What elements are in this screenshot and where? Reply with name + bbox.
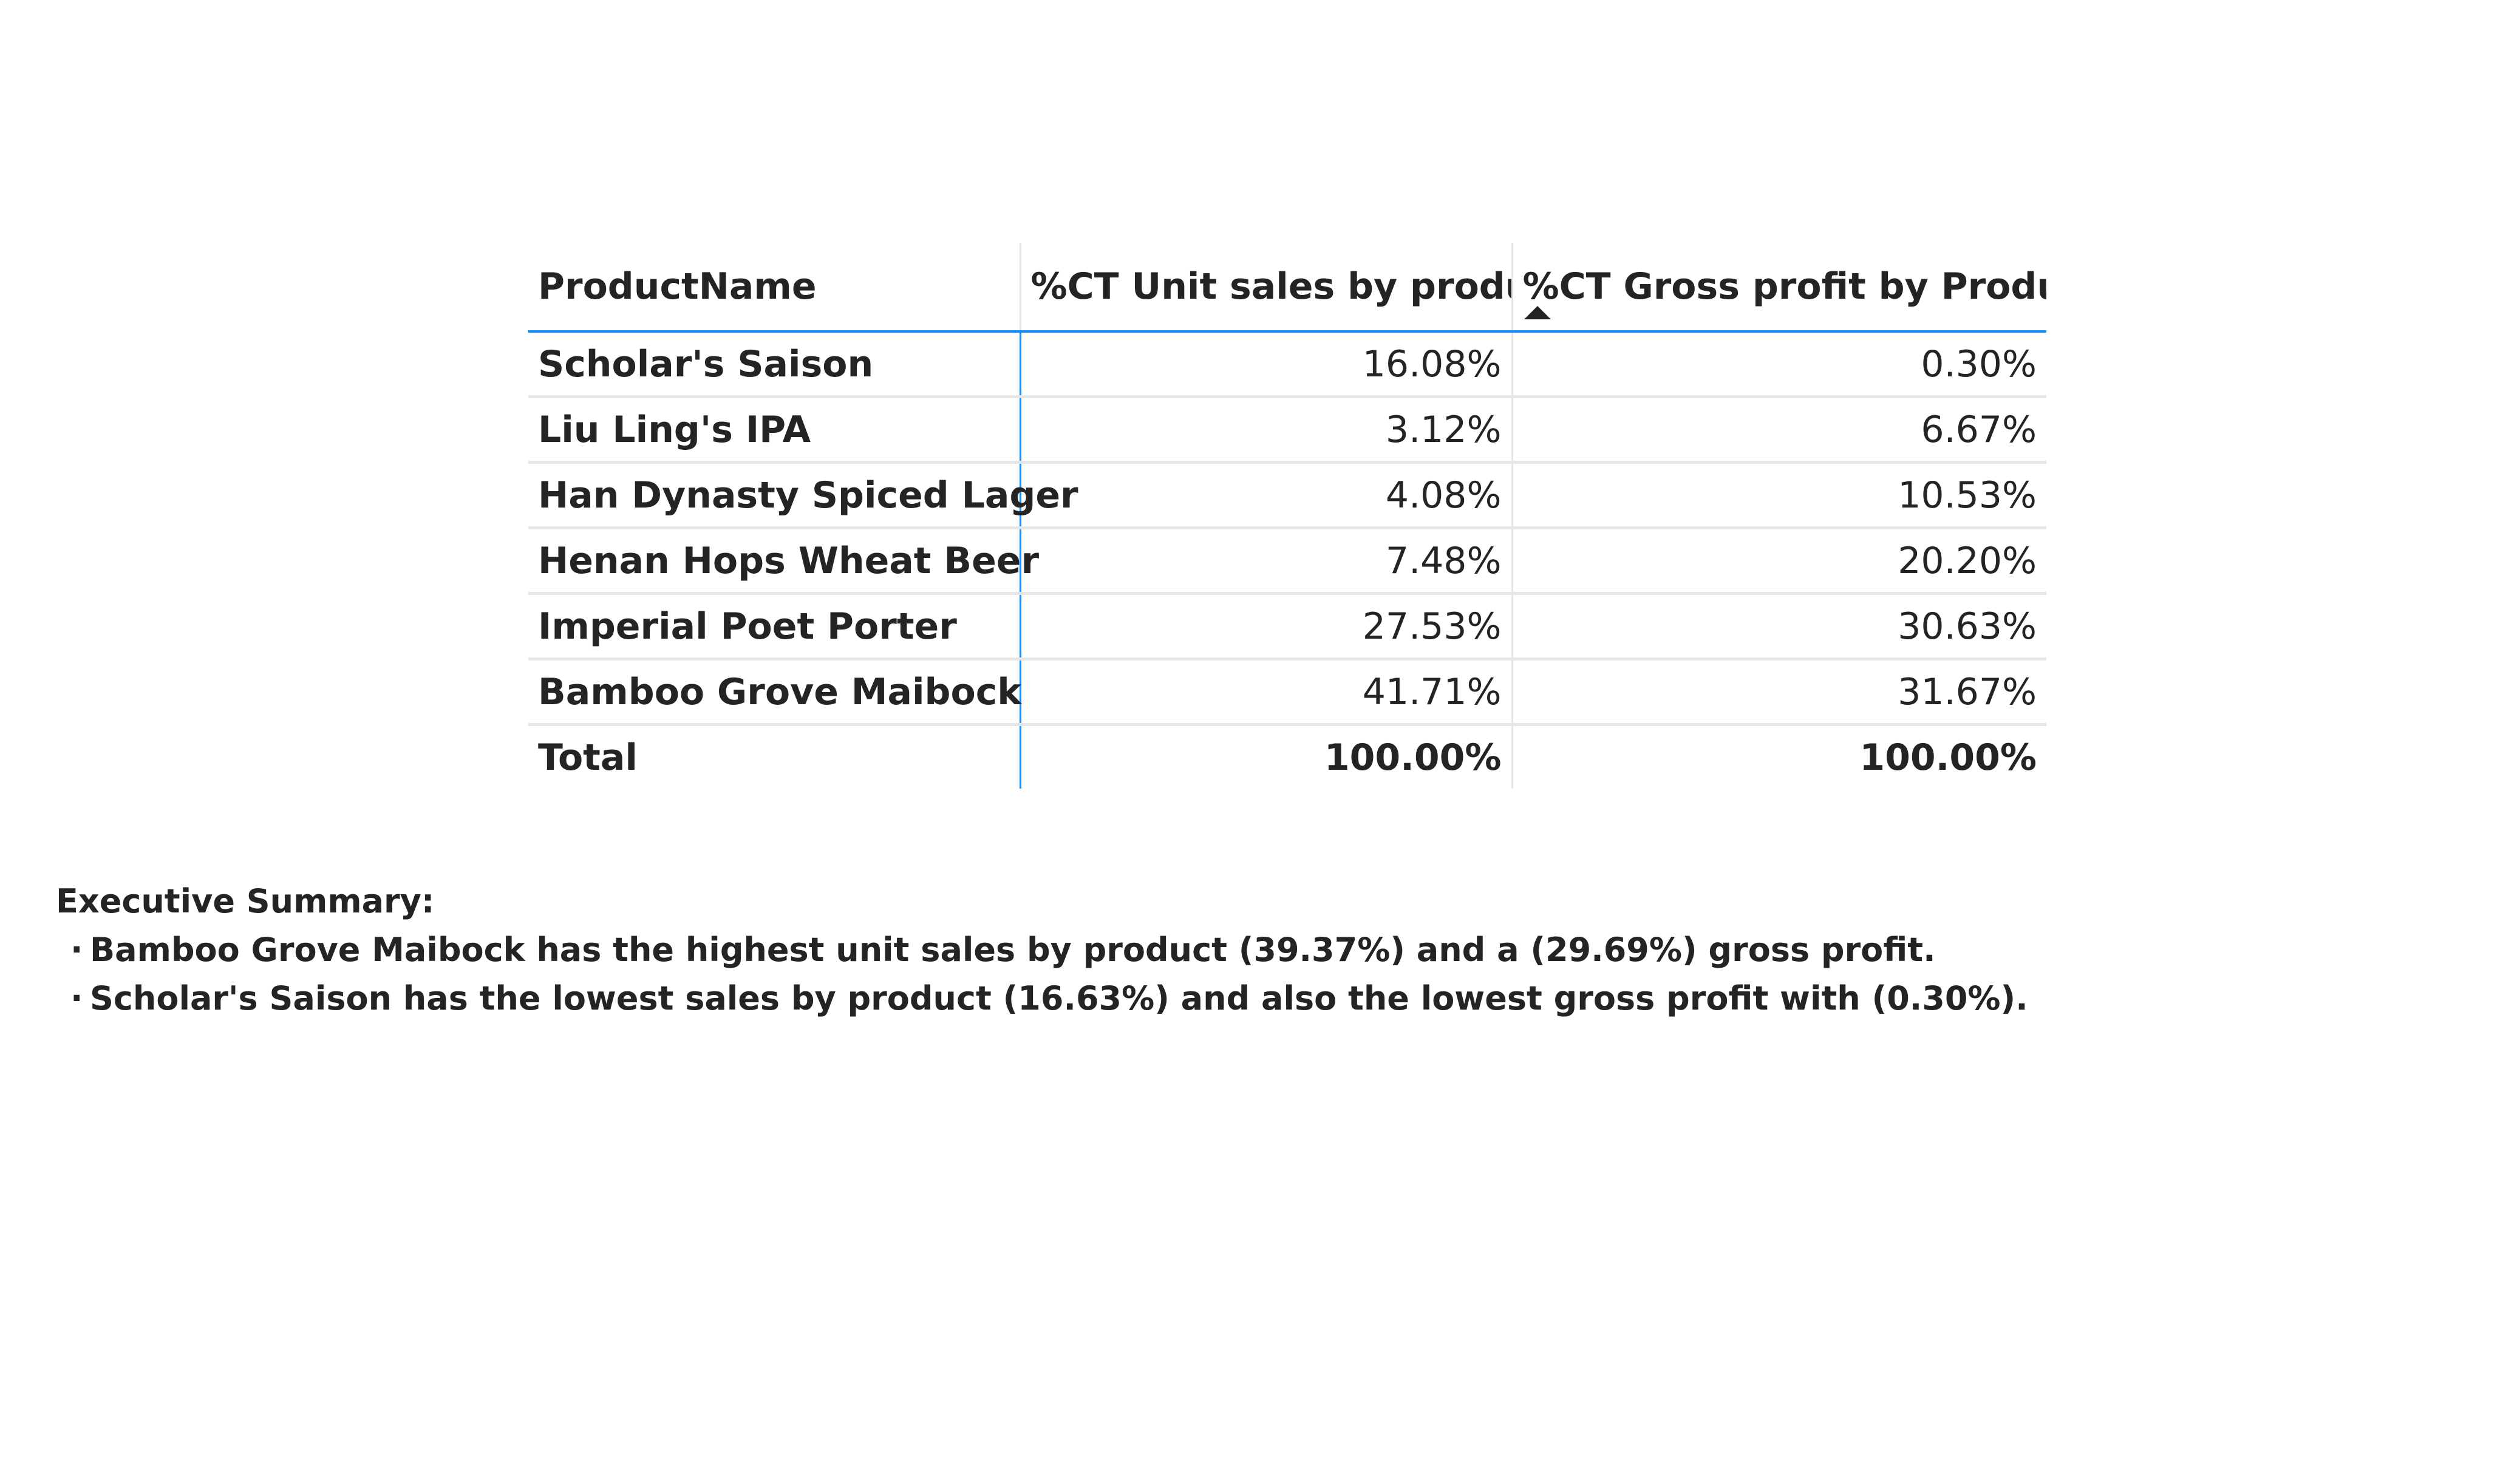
sort-ascending-icon[interactable] (1524, 306, 1551, 319)
unit-sales-cell: 7.48% (1020, 528, 1512, 595)
gross-profit-cell: 10.53% (1511, 462, 2046, 529)
column-header-label: %CT Gross profit by Product (1522, 265, 2047, 308)
table-row[interactable]: Henan Hops Wheat Beer 7.48% 20.20% (528, 528, 2046, 595)
product-name-cell: Han Dynasty Spiced Lager (528, 462, 1078, 529)
column-header-gross-profit[interactable]: %CT Gross profit by Product (1511, 243, 2047, 333)
summary-bullet: Bamboo Grove Maibock has the highest uni… (56, 926, 2028, 974)
executive-summary: Executive Summary: Bamboo Grove Maibock … (56, 877, 2028, 1023)
table-row[interactable]: Han Dynasty Spiced Lager 4.08% 10.53% (528, 462, 2046, 529)
column-header-unit-sales[interactable]: %CT Unit sales by product (1019, 243, 1513, 333)
product-name-cell: Liu Ling's IPA (528, 396, 1021, 464)
table-row[interactable]: Bamboo Grove Maibock 41.71% 31.67% (528, 659, 2046, 726)
total-unit-sales-cell: 100.00% (1324, 736, 1502, 779)
summary-bullet: Scholar's Saison has the lowest sales by… (56, 974, 2028, 1023)
gross-profit-cell: 30.63% (1511, 593, 2046, 661)
table-header-row: ProductName %CT Unit sales by product %C… (528, 243, 2047, 333)
gross-profit-cell: 31.67% (1511, 659, 2046, 726)
gross-profit-cell: 6.67% (1511, 396, 2046, 464)
product-name-cell: Bamboo Grove Maibock (528, 659, 1021, 726)
product-name-cell: Scholar's Saison (528, 331, 1021, 398)
summary-bullet-list: Bamboo Grove Maibock has the highest uni… (56, 926, 2028, 1023)
column-header-label: %CT Unit sales by product (1030, 265, 1513, 308)
unit-sales-cell: 4.08% (1020, 462, 1512, 529)
product-name-cell: Henan Hops Wheat Beer (528, 528, 1039, 595)
unit-sales-cell: 3.12% (1020, 396, 1512, 464)
gross-profit-cell: 20.20% (1511, 528, 2046, 595)
total-row: Total 100.00% 100.00% (528, 724, 2046, 789)
product-table: ProductName %CT Unit sales by product %C… (528, 243, 2046, 789)
total-gross-profit-cell: 100.00% (1511, 724, 2046, 789)
table-row[interactable]: Scholar's Saison 16.08% 0.30% (528, 331, 2046, 398)
column-header-product-name[interactable]: ProductName (528, 243, 1020, 333)
unit-sales-cell: 16.08% (1020, 331, 1512, 398)
product-name-cell: Imperial Poet Porter (528, 593, 1021, 661)
product-table-visual: ProductName %CT Unit sales by product %C… (528, 243, 2046, 789)
summary-heading: Executive Summary: (56, 882, 435, 920)
table-row[interactable]: Imperial Poet Porter 27.53% 30.63% (528, 593, 2046, 661)
unit-sales-cell: 27.53% (1020, 593, 1512, 661)
gross-profit-cell: 0.30% (1511, 331, 2046, 398)
unit-sales-cell: 41.71% (1020, 659, 1512, 726)
column-header-label: ProductName (538, 265, 817, 308)
total-label-cell: Total (528, 724, 1021, 789)
table-row[interactable]: Liu Ling's IPA 3.12% 6.67% (528, 396, 2046, 464)
